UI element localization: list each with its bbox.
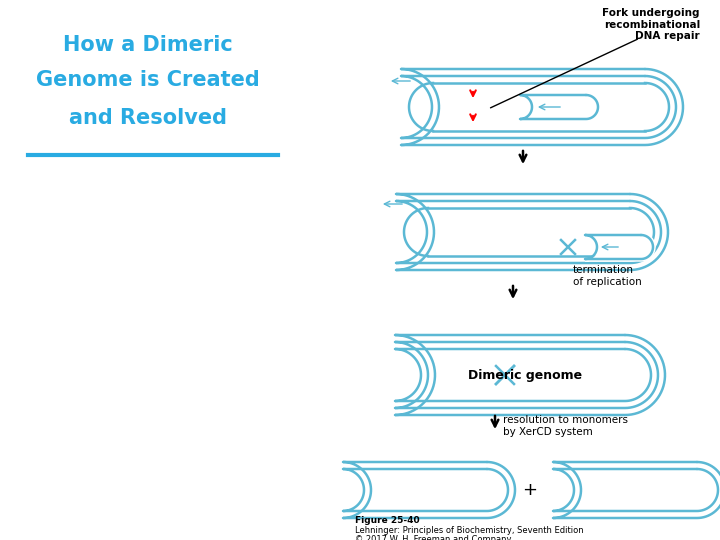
Polygon shape	[502, 365, 508, 385]
Text: and Resolved: and Resolved	[69, 108, 227, 128]
Text: Fork undergoing
recombinational
DNA repair: Fork undergoing recombinational DNA repa…	[603, 8, 700, 41]
Text: How a Dimeric: How a Dimeric	[63, 35, 233, 55]
Polygon shape	[553, 460, 720, 520]
Text: Genome is Created: Genome is Created	[36, 70, 260, 90]
Polygon shape	[520, 93, 600, 121]
Text: termination
of replication: termination of replication	[573, 265, 642, 287]
Polygon shape	[343, 460, 517, 520]
Text: Figure 25-40: Figure 25-40	[355, 516, 420, 525]
Text: Lehninger: Principles of Biochemistry, Seventh Edition: Lehninger: Principles of Biochemistry, S…	[355, 526, 584, 535]
Text: © 2017 W. H. Freeman and Company: © 2017 W. H. Freeman and Company	[355, 535, 511, 540]
Polygon shape	[585, 233, 655, 261]
Text: +: +	[523, 481, 538, 499]
Polygon shape	[395, 333, 667, 417]
Text: resolution to monomers
by XerCD system: resolution to monomers by XerCD system	[503, 415, 628, 437]
Text: Dimeric genome: Dimeric genome	[468, 368, 582, 381]
Polygon shape	[401, 67, 685, 147]
Polygon shape	[396, 192, 670, 272]
